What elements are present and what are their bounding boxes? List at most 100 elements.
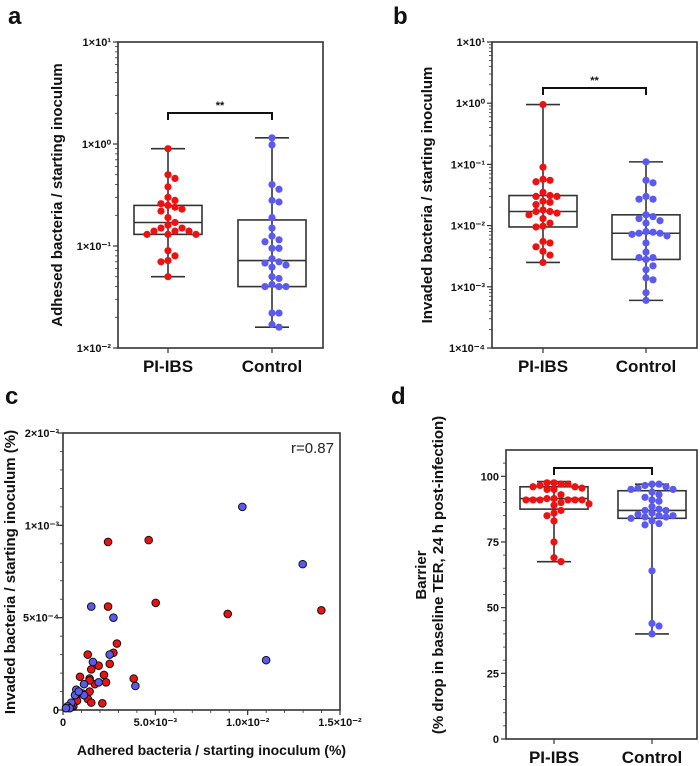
data-point [275,198,283,206]
data-point [550,509,558,517]
data-point [268,320,276,329]
data-point [171,196,179,204]
data-point [131,681,140,691]
data-point [539,206,547,214]
data-point [171,203,179,211]
data-point [641,506,649,515]
data-point [662,506,670,515]
data-point [649,276,657,284]
data-point [268,213,276,222]
y-tick-label: 1×10⁻¹ [77,241,112,253]
plot-frame [117,41,324,349]
data-point [550,495,558,503]
box-control [617,480,687,638]
panel-letter: b [393,3,408,30]
data-point [99,670,109,680]
data-point [649,195,657,203]
data-point [112,639,122,648]
data-point [557,506,565,515]
box-control [611,158,681,304]
y-tick-label: 1×10⁰ [82,139,112,151]
data-point [164,193,172,201]
data-point [532,178,540,186]
y-tick-label: 1×10¹ [457,37,486,49]
significance-label: ** [216,100,225,112]
data-point [557,480,565,488]
data-point [539,237,547,246]
data-point [109,613,118,622]
category-label: PI-IBS [529,748,579,766]
data-point [635,254,643,262]
correlation-annotation: r=0.87 [291,440,334,457]
y-tick-label: 0 [493,734,499,746]
data-point [529,483,537,491]
data-point [539,175,547,183]
data-point [275,309,283,317]
data-point [525,211,533,219]
x-axis-title: Adhered bacteria / starting inoculum (%) [77,742,346,758]
data-point [164,256,172,265]
data-point [268,180,276,189]
data-point [275,323,283,331]
box-pi-ibs [519,479,593,566]
data-point [648,488,656,496]
data-point [546,191,554,200]
panel-letter: c [5,383,18,410]
category-label: Control [622,748,682,766]
data-point [532,201,540,209]
data-point [238,502,247,512]
data-point [268,280,276,289]
data-point [275,236,283,244]
data-point [543,479,551,487]
data-point [649,228,657,236]
category-label: PI-IBS [518,357,568,376]
data-point [648,480,656,488]
data-point [543,512,551,520]
data-point [164,171,172,179]
data-point [171,174,179,182]
data-point [546,239,554,247]
category-label: Control [242,357,302,376]
data-point [641,493,649,501]
data-point [543,495,551,503]
panel-a: a Adhesed bacteria / starting inoculum 1×1… [8,3,324,376]
y-tick-label: 1×10⁻³ [451,282,486,294]
box-pi-ibs [508,100,578,267]
plot-frame [62,432,341,711]
data-point [94,678,103,687]
data-point [275,258,283,266]
data-point [129,674,139,683]
data-point [185,227,193,235]
data-point [546,251,554,259]
data-point [642,296,650,304]
data-point [268,232,276,240]
data-point [546,219,554,227]
data-point [275,282,283,291]
panel-letter: a [8,3,22,30]
data-point [86,665,96,674]
data-point [571,496,579,504]
data-point [649,262,657,270]
data-point [79,679,89,689]
data-point [627,485,635,494]
x-tick-label: 1.0×10⁻² [226,717,270,729]
data-point [642,219,650,227]
data-point [275,185,283,193]
category-label: Control [616,357,676,376]
data-point [532,207,540,216]
data-point [641,513,649,521]
data-point [557,558,565,566]
series-pi-ibs [67,535,326,712]
data-point [662,483,670,491]
data-point [532,192,540,201]
data-point [171,218,179,227]
data-point [557,491,565,499]
data-point [550,517,558,525]
significance-label: ** [590,75,599,87]
x-tick-label: 5.0×10⁻³ [134,717,178,729]
data-point [649,179,657,187]
data-point [268,196,276,204]
significance-bracket [553,467,653,475]
data-point [539,215,547,223]
data-point [268,309,276,317]
